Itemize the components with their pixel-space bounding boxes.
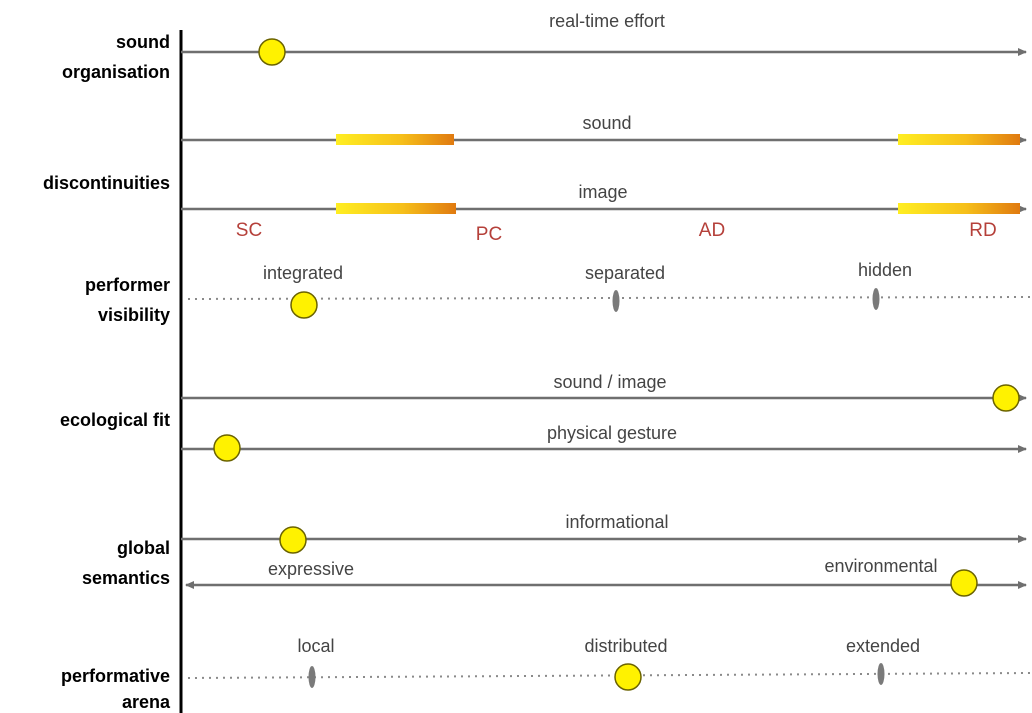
axis-label-sound-image: sound / image xyxy=(553,372,666,392)
discontinuity-bar-sound-rd xyxy=(898,134,1020,145)
axis-label-physical-gesture: physical gesture xyxy=(547,423,677,443)
knob-performative-arena xyxy=(614,663,642,691)
tick-hidden xyxy=(872,288,880,310)
level-extended: extended xyxy=(846,636,920,656)
tick-extended xyxy=(877,663,885,685)
category-global-semantics-line2: semantics xyxy=(82,568,170,588)
axis-performative-arena xyxy=(187,672,1031,679)
tick-local xyxy=(308,666,316,688)
marker-pc: PC xyxy=(476,224,502,245)
level-local: local xyxy=(297,636,334,656)
knob-performer-visibility xyxy=(290,291,318,319)
axis-label-sound: sound xyxy=(582,113,631,133)
category-sound-organisation-line2: organisation xyxy=(62,62,170,82)
category-performer-visibility-line1: performer xyxy=(85,275,170,295)
category-sound-organisation-line1: sound xyxy=(116,32,170,52)
marker-ad: AD xyxy=(699,220,725,241)
knob-real-time-effort xyxy=(258,38,286,66)
category-performative-arena-line1: performative xyxy=(61,666,170,686)
discontinuity-bar-image-rd xyxy=(898,203,1020,214)
knob-informational xyxy=(279,526,307,554)
discontinuity-bar-image-pc xyxy=(336,203,456,214)
axis-performer-visibility xyxy=(187,296,1031,300)
category-discontinuities: discontinuities xyxy=(43,173,170,193)
knob-expressive-environmental xyxy=(950,569,978,597)
category-ecological-fit: ecological fit xyxy=(60,410,170,430)
marker-rd: RD xyxy=(969,220,996,241)
axis-label-image: image xyxy=(578,182,627,202)
discontinuity-bar-sound-pc xyxy=(336,134,454,145)
knob-sound-image xyxy=(992,384,1020,412)
tick-separated xyxy=(612,290,620,312)
marker-sc: SC xyxy=(236,220,262,241)
level-separated: separated xyxy=(585,263,665,283)
level-integrated: integrated xyxy=(263,263,343,283)
knob-physical-gesture xyxy=(213,434,241,462)
level-distributed: distributed xyxy=(584,636,667,656)
category-performative-arena-line2: arena xyxy=(122,692,171,712)
pole-expressive: expressive xyxy=(268,559,354,579)
category-performer-visibility-line2: visibility xyxy=(98,305,170,325)
axis-label-real-time-effort: real-time effort xyxy=(549,11,665,31)
category-global-semantics-line1: global xyxy=(117,538,170,558)
pole-environmental: environmental xyxy=(824,556,937,576)
level-hidden: hidden xyxy=(858,260,912,280)
axis-label-informational: informational xyxy=(565,512,668,532)
